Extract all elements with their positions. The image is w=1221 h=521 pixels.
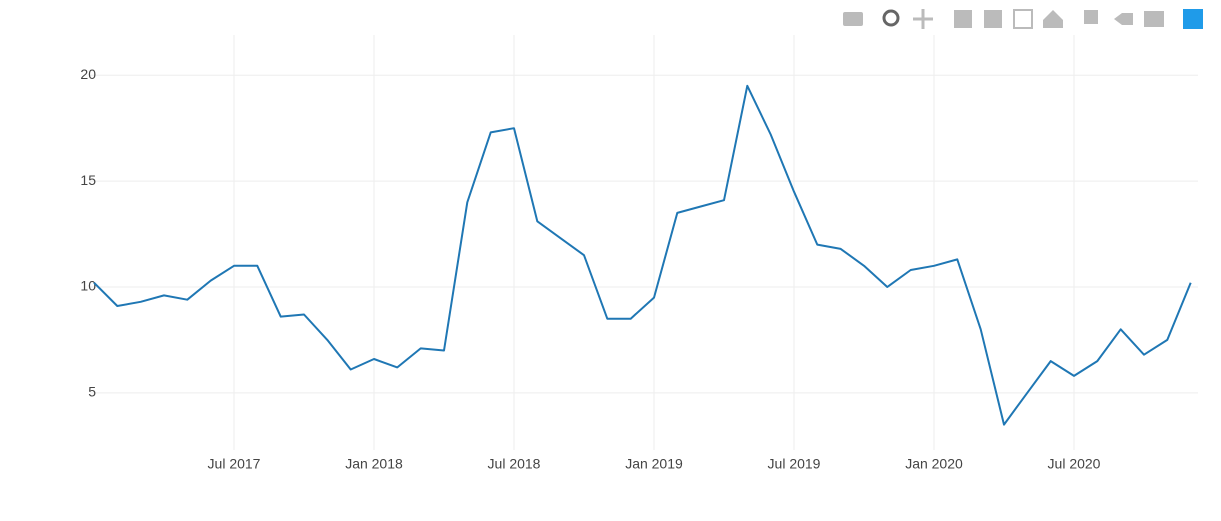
y-tick-label: 15 [80,172,96,188]
y-tick-label: 5 [88,384,96,400]
x-tick-label: Jan 2019 [625,456,683,472]
toolbar [843,9,1203,29]
zoom-icon[interactable] [882,9,900,27]
zoom-in-icon[interactable] [954,10,972,28]
x-tick-label: Jul 2018 [488,456,541,472]
plotly-logo[interactable] [1183,9,1203,29]
data-line [93,84,1192,426]
hover-closest-icon[interactable] [1114,13,1133,25]
hover-compare-icon[interactable] [1144,11,1164,27]
zoom-out-icon[interactable] [984,10,1002,28]
y-tick-label: 10 [80,278,96,294]
reset-icon[interactable] [1043,10,1063,28]
x-tick-label: Jul 2020 [1048,456,1101,472]
y-tick-label: 20 [80,66,96,82]
x-tick-label: Jul 2019 [768,456,821,472]
x-tick-label: Jan 2020 [905,456,963,472]
spike-icon[interactable] [1084,10,1098,24]
pan-icon[interactable] [913,9,933,29]
x-tick-label: Jan 2018 [345,456,403,472]
x-tick-label: Jul 2017 [208,456,261,472]
autoscale-icon[interactable] [1013,9,1033,29]
camera-icon[interactable] [843,12,863,26]
